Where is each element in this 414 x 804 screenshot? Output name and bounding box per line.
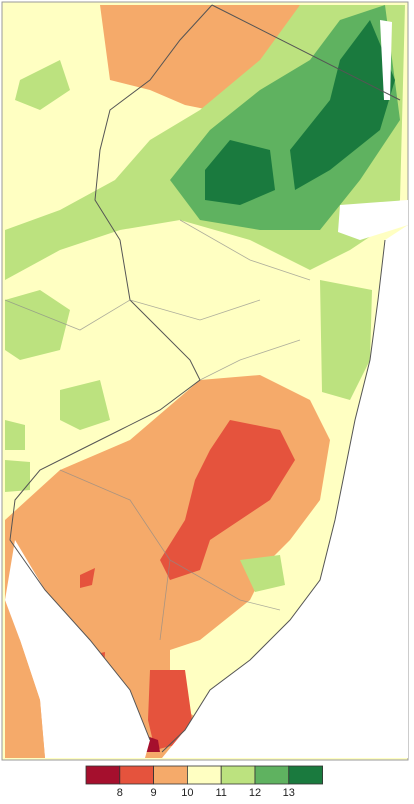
contour-13-max [205, 20, 395, 205]
coastline [161, 4, 401, 753]
contour-12-east [240, 280, 372, 592]
legend-swatch [119, 765, 155, 785]
contour-10-north [100, 5, 300, 110]
delaware-bay [5, 540, 150, 758]
hudson-river [338, 20, 408, 240]
legend-label: 13 [283, 787, 295, 799]
legend-swatch [254, 765, 290, 785]
ocean [162, 225, 408, 758]
delaware-land [5, 620, 45, 758]
legend-label: 12 [249, 787, 261, 799]
contour-12-west [5, 60, 110, 492]
legend-label: 9 [151, 787, 157, 799]
legend-label: 10 [181, 787, 193, 799]
county-lines [4, 219, 311, 641]
legend-label: 11 [215, 787, 226, 799]
contour-9-south [148, 670, 192, 750]
contour-9-center [160, 420, 295, 580]
legend-swatch [153, 765, 188, 785]
legend-swatch [220, 765, 256, 785]
legend-label: 8 [117, 787, 123, 799]
legend-swatch [288, 765, 323, 785]
legend-swatch [85, 765, 121, 785]
legend: 8 9 10 11 12 13 [85, 765, 323, 799]
legend-swatch [186, 765, 222, 785]
